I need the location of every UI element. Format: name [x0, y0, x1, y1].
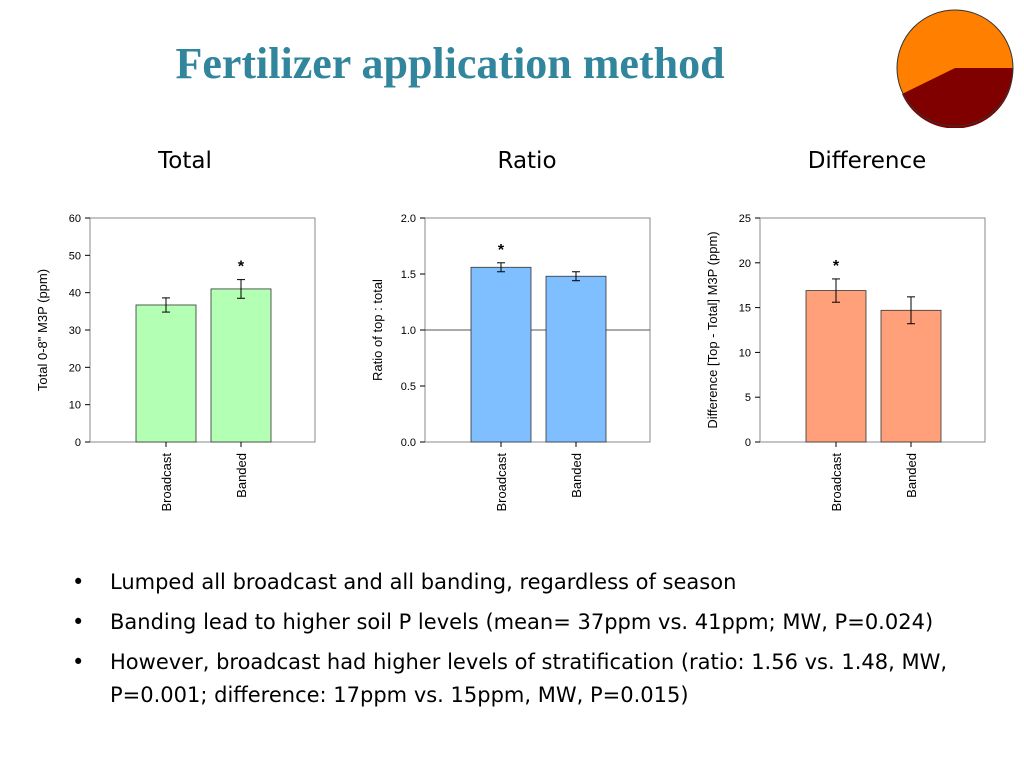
significance-marker: *	[498, 242, 505, 259]
y-tick-label: 0	[745, 437, 751, 449]
x-tick-label: Banded	[234, 453, 249, 498]
bullet-dot-icon: •	[72, 570, 85, 594]
bar	[135, 304, 197, 443]
bar	[545, 275, 607, 443]
y-tick-label: 5	[745, 392, 751, 404]
y-tick-label: 15	[739, 303, 751, 315]
y-tick-label: 2.0	[401, 213, 416, 225]
y-tick-label: 20	[69, 362, 81, 374]
y-tick-label: 60	[69, 213, 81, 225]
x-tick-label: Banded	[904, 453, 919, 498]
y-tick-label: 1.5	[401, 269, 416, 281]
bullet-item: • However, broadcast had higher levels of…	[72, 646, 1002, 712]
bullet-item: • Banding lead to higher soil P levels (m…	[72, 606, 1002, 639]
difference-chart: 0 5 10 15 20 25 Difference [Top - Total] M3P (…	[705, 213, 986, 512]
bullet-dot-icon: •	[72, 650, 85, 674]
y-tick-label: 10	[739, 347, 751, 359]
panel-title-ratio: Ratio	[497, 148, 557, 174]
x-tick-label: Broadcast	[494, 453, 509, 512]
y-tick-label: 20	[739, 258, 751, 270]
bullet-list: • Lumped all broadcast and all banding, r…	[72, 566, 1002, 719]
bar	[470, 266, 532, 443]
bar	[805, 290, 867, 443]
slide-title: Fertilizer application method	[175, 39, 725, 88]
panel-title-difference: Difference	[807, 148, 927, 174]
y-axis-label: Total 0-8" M3P (ppm)	[35, 269, 50, 391]
y-tick-label: 25	[739, 213, 751, 225]
bullet-dot-icon: •	[72, 610, 85, 634]
total-chart: 0 10 20 30 40 50 60 Total 0-8" M3P (ppm) Broadca…	[35, 213, 316, 512]
significance-marker: *	[833, 258, 840, 275]
y-tick-label: 50	[69, 250, 81, 262]
y-tick-label: 40	[69, 288, 81, 300]
plot-frame	[89, 217, 316, 443]
y-tick-label: 0.5	[401, 381, 416, 393]
y-axis-label: Difference [Top - Total] M3P (ppm)	[705, 231, 720, 428]
bar	[210, 288, 272, 443]
bar	[880, 309, 942, 443]
pie-logo-icon	[896, 9, 1014, 128]
ratio-chart: 0.0 0.5 1.0 1.5 2.0 Ratio of top : total * Broa…	[370, 213, 651, 512]
plot-frame	[759, 217, 986, 443]
x-tick-label: Broadcast	[159, 453, 174, 512]
y-tick-label: 1.0	[401, 325, 416, 337]
y-tick-label: 30	[69, 325, 81, 337]
y-tick-label: 0.0	[401, 437, 416, 449]
y-axis-label: Ratio of top : total	[370, 279, 385, 381]
y-tick-label: 10	[69, 400, 81, 412]
panel-title-total: Total	[158, 148, 212, 174]
y-tick-label: 0	[75, 437, 81, 449]
bullet-item: • Lumped all broadcast and all banding, r…	[72, 566, 1002, 599]
x-tick-label: Broadcast	[829, 453, 844, 512]
significance-marker: *	[238, 259, 245, 276]
x-tick-label: Banded	[569, 453, 584, 498]
